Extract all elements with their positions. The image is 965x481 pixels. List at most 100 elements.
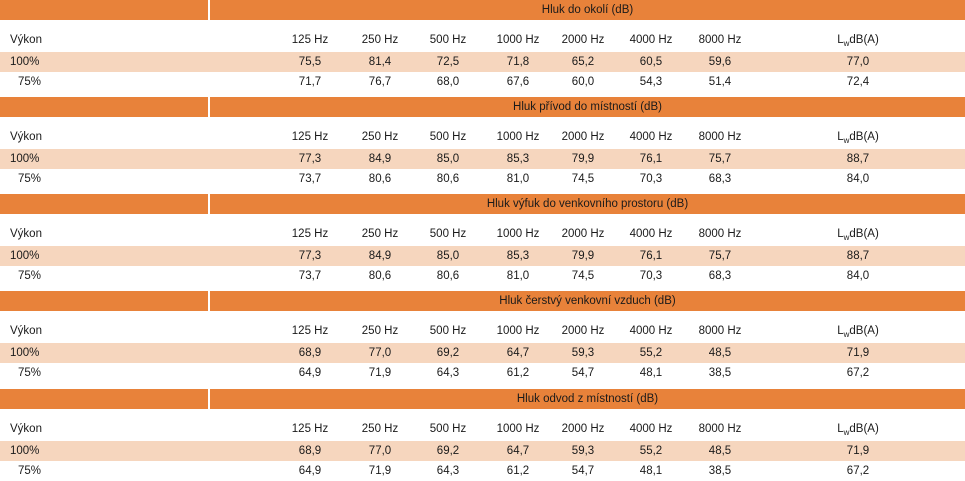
lw-subscript: w xyxy=(843,136,850,145)
lw-symbol: L xyxy=(837,423,844,435)
lw-unit: dB(A) xyxy=(849,423,879,435)
noise-value: 71,9 xyxy=(368,465,392,477)
noise-value: 72,5 xyxy=(436,56,460,68)
lw-symbol: L xyxy=(837,34,844,46)
noise-value: 85,0 xyxy=(436,250,460,262)
power-level-label: 75% xyxy=(18,76,42,88)
lw-header: LwdB(A) xyxy=(823,419,893,443)
noise-value: 85,3 xyxy=(506,153,530,165)
lw-value: 71,9 xyxy=(846,347,870,359)
power-level-label: 100% xyxy=(10,347,40,359)
table-row: 75% 71,7 76,7 68,0 67,6 60,0 54,3 51,4 72,4 xyxy=(0,72,965,92)
noise-value: 67,6 xyxy=(506,76,530,88)
noise-value: 80,6 xyxy=(436,270,460,282)
noise-value: 77,3 xyxy=(298,250,322,262)
lw-header: LwdB(A) xyxy=(823,321,893,345)
frequency-header: 8000 Hz xyxy=(698,34,742,46)
noise-value: 68,9 xyxy=(298,445,322,457)
frequency-header: 2000 Hz xyxy=(561,228,605,240)
frequency-header: 250 Hz xyxy=(361,34,399,46)
frequency-header: 125 Hz xyxy=(291,423,329,435)
noise-value: 81,4 xyxy=(368,56,392,68)
title-bar-left xyxy=(0,389,208,409)
table-title: Hluk odvod z místností (dB) xyxy=(210,389,965,409)
lw-subscript: w xyxy=(843,428,850,437)
noise-table: Hluk čerstvý venkovní vzduch (dB) Výkon 12… xyxy=(0,291,965,379)
frequency-header: 125 Hz xyxy=(291,34,329,46)
header-row: Výkon 125 Hz 250 Hz 500 Hz 1000 Hz 2000 Hz 400… xyxy=(0,127,965,147)
lw-value: 88,7 xyxy=(846,250,870,262)
frequency-header: 2000 Hz xyxy=(561,131,605,143)
frequency-header: 1000 Hz xyxy=(496,423,540,435)
power-level-label: 75% xyxy=(18,173,42,185)
noise-value: 73,7 xyxy=(298,173,322,185)
power-label: Výkon xyxy=(10,131,42,143)
lw-value: 88,7 xyxy=(846,153,870,165)
frequency-header: 1000 Hz xyxy=(496,131,540,143)
table-row: 100% 68,9 77,0 69,2 64,7 59,3 55,2 48,5 71,9 xyxy=(0,441,965,461)
noise-value: 64,7 xyxy=(506,347,530,359)
header-row: Výkon 125 Hz 250 Hz 500 Hz 1000 Hz 2000 Hz 400… xyxy=(0,224,965,244)
noise-value: 68,0 xyxy=(436,76,460,88)
power-level-label: 75% xyxy=(18,367,42,379)
title-bar-left xyxy=(0,0,208,20)
frequency-header: 2000 Hz xyxy=(561,34,605,46)
noise-value: 71,7 xyxy=(298,76,322,88)
lw-value: 77,0 xyxy=(846,56,870,68)
lw-subscript: w xyxy=(843,233,850,242)
table-title: Hluk výfuk do venkovního prostoru (dB) xyxy=(210,194,965,214)
lw-subscript: w xyxy=(843,39,850,48)
frequency-header: 4000 Hz xyxy=(629,131,673,143)
noise-value: 48,1 xyxy=(639,367,663,379)
frequency-header: 1000 Hz xyxy=(496,228,540,240)
noise-value: 77,3 xyxy=(298,153,322,165)
frequency-header: 125 Hz xyxy=(291,131,329,143)
noise-table: Hluk odvod z místností (dB) Výkon 125 Hz 25… xyxy=(0,389,965,477)
noise-value: 79,9 xyxy=(571,153,595,165)
noise-value: 76,7 xyxy=(368,76,392,88)
power-label: Výkon xyxy=(10,34,42,46)
noise-value: 75,7 xyxy=(708,153,732,165)
noise-value: 48,5 xyxy=(708,347,732,359)
noise-value: 81,0 xyxy=(506,173,530,185)
frequency-header: 4000 Hz xyxy=(629,34,673,46)
title-bar-left xyxy=(0,291,208,311)
noise-value: 76,1 xyxy=(639,250,663,262)
noise-value: 80,6 xyxy=(368,173,392,185)
lw-symbol: L xyxy=(837,131,844,143)
noise-value: 73,7 xyxy=(298,270,322,282)
power-label: Výkon xyxy=(10,325,42,337)
noise-value: 68,3 xyxy=(708,270,732,282)
noise-value: 60,0 xyxy=(571,76,595,88)
noise-value: 64,9 xyxy=(298,367,322,379)
frequency-header: 8000 Hz xyxy=(698,423,742,435)
noise-value: 64,7 xyxy=(506,445,530,457)
frequency-header: 250 Hz xyxy=(361,131,399,143)
power-label: Výkon xyxy=(10,423,42,435)
table-row: 100% 68,9 77,0 69,2 64,7 59,3 55,2 48,5 71,9 xyxy=(0,343,965,363)
noise-value: 54,7 xyxy=(571,465,595,477)
header-row: Výkon 125 Hz 250 Hz 500 Hz 1000 Hz 2000 Hz 400… xyxy=(0,321,965,341)
frequency-header: 4000 Hz xyxy=(629,423,673,435)
table-row: 100% 75,5 81,4 72,5 71,8 65,2 60,5 59,6 77,0 xyxy=(0,52,965,72)
table-row: 75% 73,7 80,6 80,6 81,0 74,5 70,3 68,3 84,0 xyxy=(0,266,965,286)
noise-value: 80,6 xyxy=(436,173,460,185)
power-level-label: 100% xyxy=(10,153,40,165)
noise-value: 64,9 xyxy=(298,465,322,477)
frequency-header: 8000 Hz xyxy=(698,228,742,240)
noise-value: 59,3 xyxy=(571,445,595,457)
noise-value: 59,3 xyxy=(571,347,595,359)
noise-table: Hluk přívod do místností (dB) Výkon 125 Hz… xyxy=(0,97,965,185)
lw-value: 84,0 xyxy=(846,270,870,282)
lw-unit: dB(A) xyxy=(849,131,879,143)
noise-value: 69,2 xyxy=(436,347,460,359)
table-title: Hluk do okolí (dB) xyxy=(210,0,965,20)
frequency-header: 500 Hz xyxy=(429,423,467,435)
lw-value: 67,2 xyxy=(846,465,870,477)
power-level-label: 75% xyxy=(18,270,42,282)
noise-value: 84,9 xyxy=(368,250,392,262)
frequency-header: 250 Hz xyxy=(361,423,399,435)
noise-value: 75,7 xyxy=(708,250,732,262)
table-row: 75% 73,7 80,6 80,6 81,0 74,5 70,3 68,3 84,0 xyxy=(0,169,965,189)
lw-unit: dB(A) xyxy=(849,325,879,337)
